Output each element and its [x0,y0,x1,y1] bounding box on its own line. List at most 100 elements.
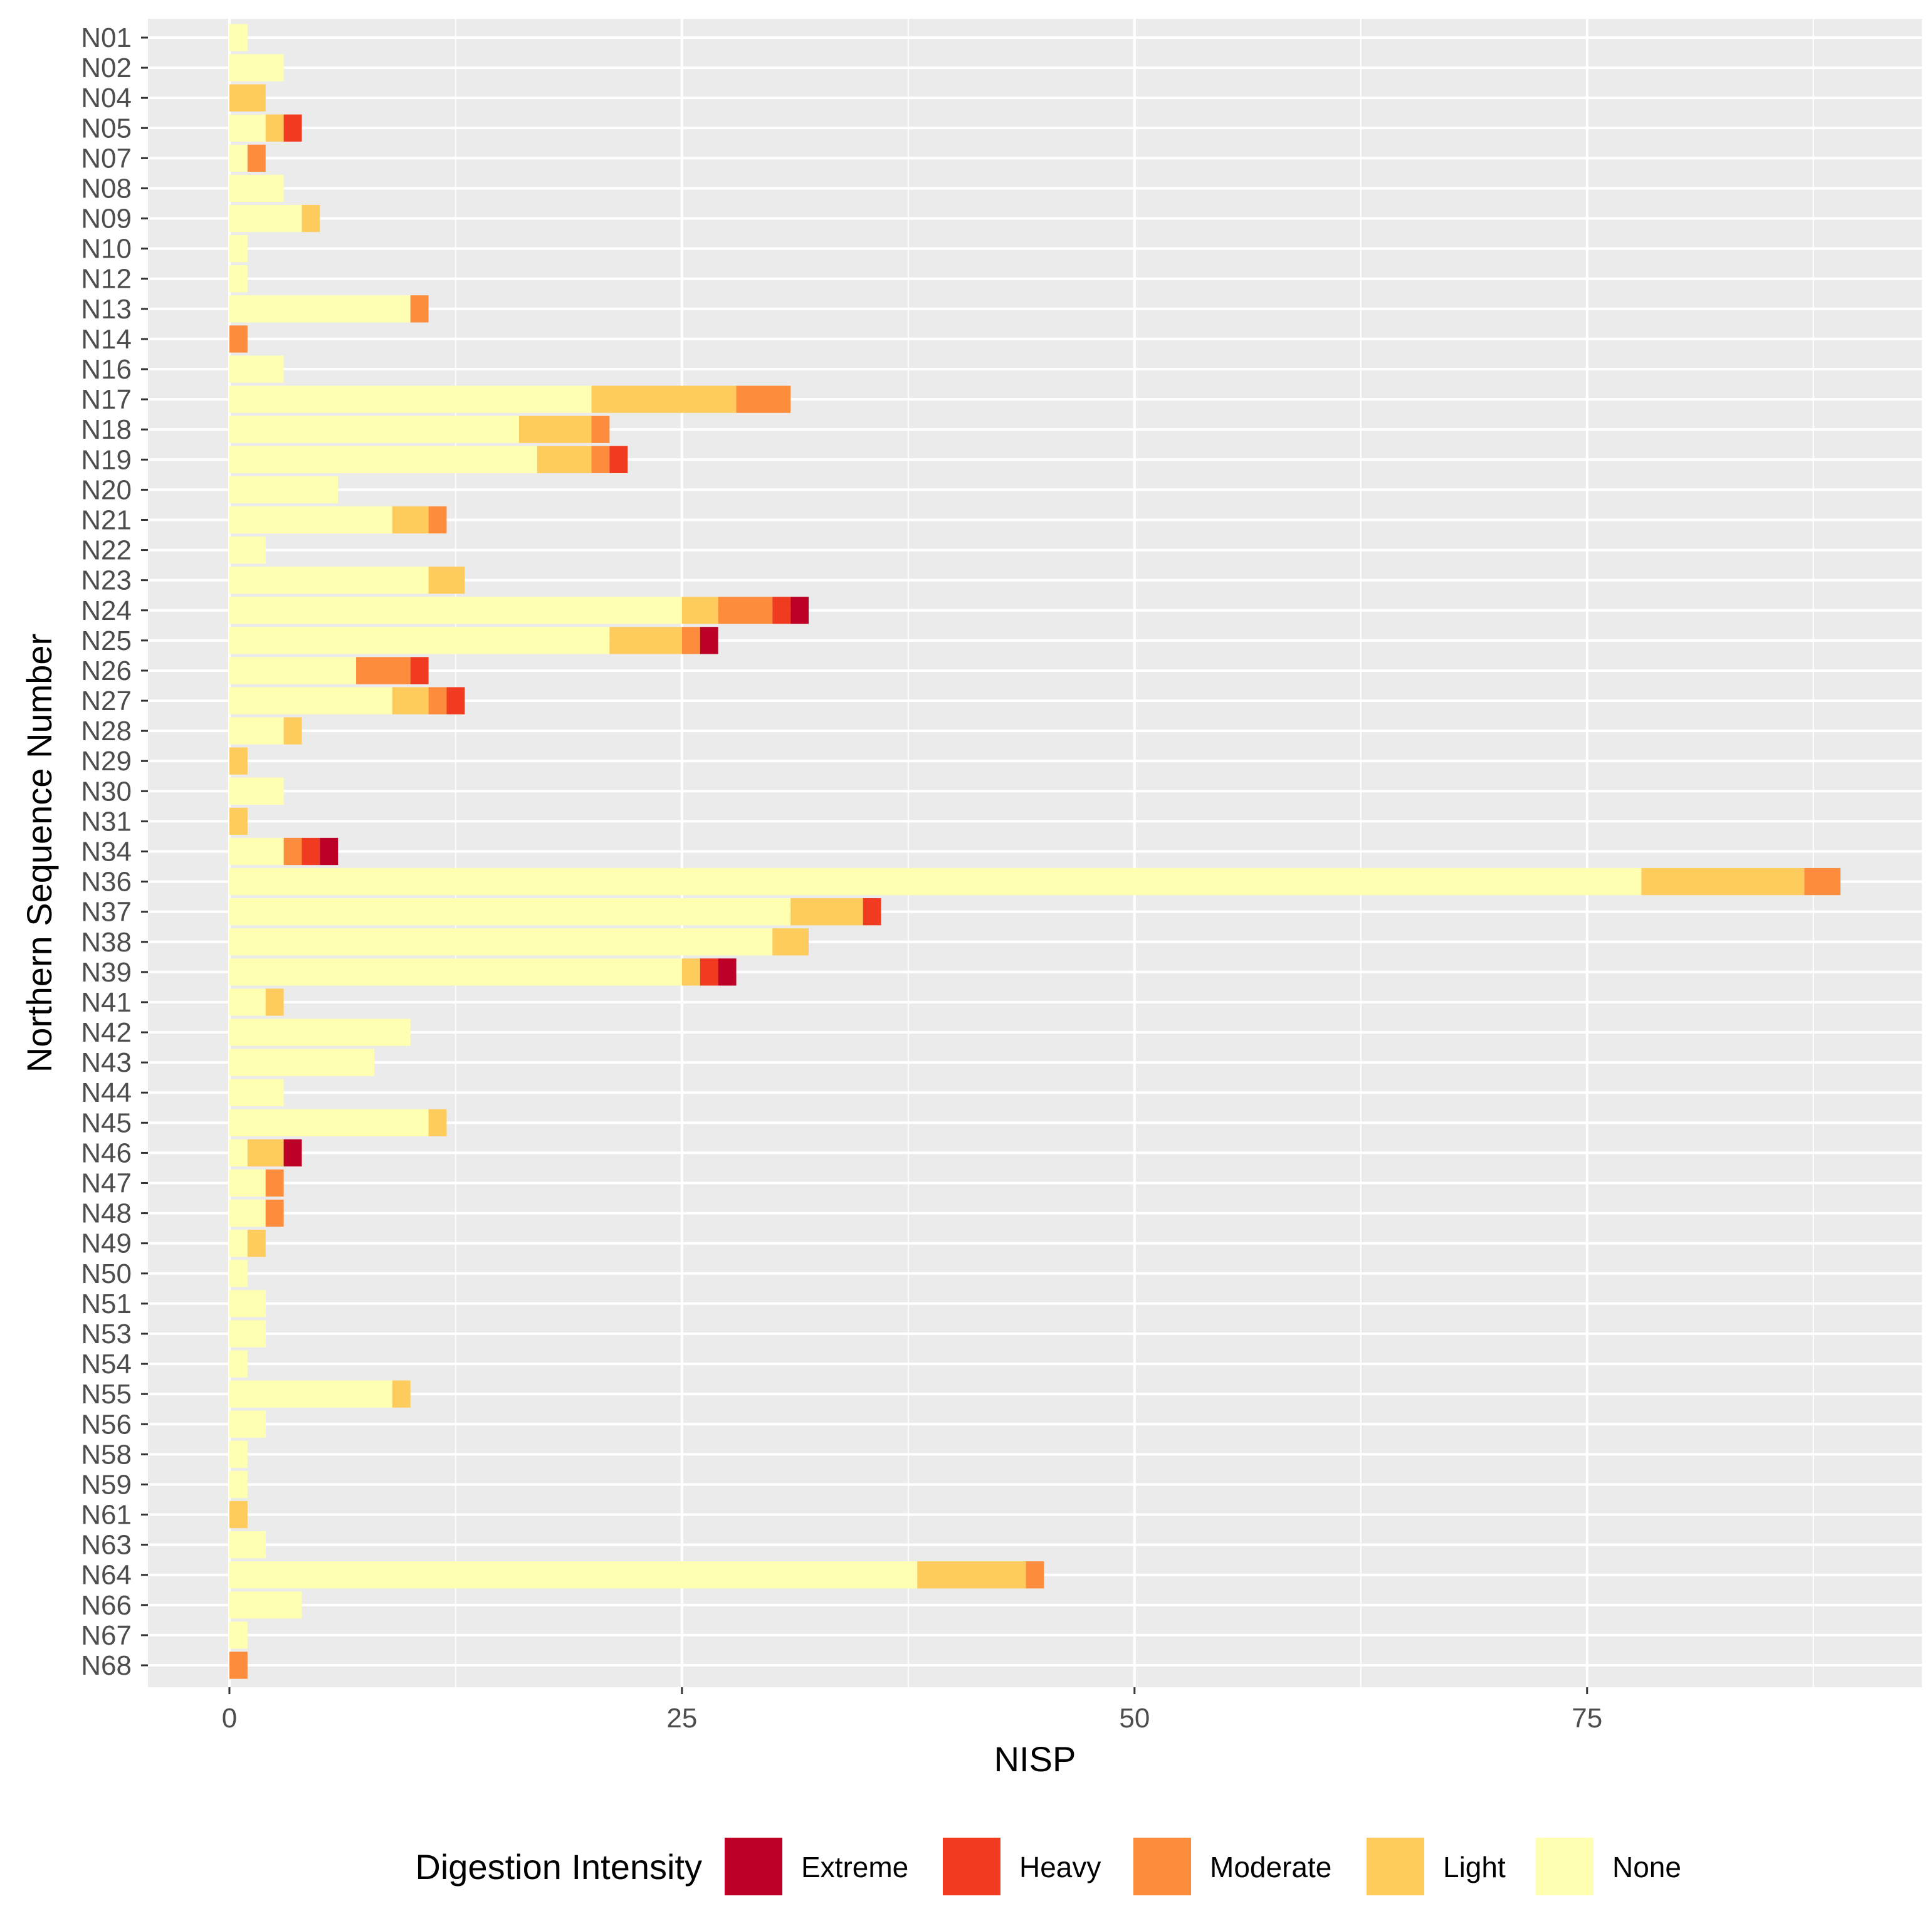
y-tick-label: N44 [81,1077,132,1108]
bar-segment-none [229,1531,266,1559]
bar-segment-moderate [681,627,700,654]
bar-segment-light [772,928,809,956]
bar-segment-none [229,1079,284,1106]
bar-segment-light [302,204,320,233]
bar-segment-none [229,265,248,293]
bar-segment-none [229,1470,248,1499]
y-tick-label: N55 [81,1379,132,1410]
bar-segment-light [428,1109,447,1136]
bar-segment-heavy [302,837,320,866]
bar-segment-none [229,54,284,81]
legend-label-light: Light [1443,1851,1506,1883]
bar-segment-light [265,114,284,142]
bar-segment-none [229,1139,248,1167]
y-tick-label: N18 [81,414,132,445]
bar-segment-none [229,1320,266,1348]
y-tick-label: N02 [81,53,132,83]
bar-segment-none [229,295,411,323]
bar-segment-none [229,1621,248,1649]
y-tick-label: N68 [81,1650,132,1681]
bar-segment-light [1641,867,1805,896]
y-tick-label: N14 [81,324,132,355]
bar-segment-none [229,567,429,594]
legend-label-none: None [1612,1851,1681,1883]
y-tick-label: N34 [81,837,132,867]
bar-segment-light [681,597,718,624]
bar-segment-none [229,385,592,413]
y-tick-label: N13 [81,294,132,325]
y-tick-label: N47 [81,1168,132,1199]
y-tick-label: N21 [81,505,132,535]
bar-segment-none [229,1350,248,1378]
bar-segment-light [247,1230,266,1257]
bar-segment-heavy [446,687,465,715]
bar-segment-none [229,204,302,233]
y-tick-label: N12 [81,264,132,295]
y-tick-label: N37 [81,897,132,928]
bar-segment-light [428,567,465,594]
bar-segment-extreme [718,958,737,986]
y-tick-label: N61 [81,1500,132,1531]
bar-segment-none [229,416,519,443]
y-tick-label: N41 [81,987,132,1018]
x-tick-label: 75 [1572,1703,1602,1734]
legend-label-extreme: Extreme [801,1851,908,1883]
y-tick-label: N54 [81,1349,132,1380]
y-tick-label: N43 [81,1047,132,1078]
y-tick-label: N51 [81,1289,132,1319]
bar-segment-none [229,174,284,202]
bar-segment-light [591,385,737,413]
bar-segment-none [229,627,610,654]
y-tick-label: N25 [81,626,132,656]
y-tick-label: N59 [81,1469,132,1500]
bar-segment-none [229,1440,248,1468]
legend-key-moderate [1133,1838,1191,1895]
grid-lines [148,19,1922,1687]
y-tick-label: N17 [81,384,132,415]
bar-segment-none [229,1290,266,1317]
bar-segment-heavy [410,657,429,684]
y-tick-label: N08 [81,173,132,204]
y-tick-label: N46 [81,1138,132,1168]
bar-segment-moderate [283,837,302,866]
bar-segment-none [229,717,284,745]
y-tick-label: N30 [81,776,132,807]
bar-segment-none [229,867,1642,896]
y-tick-label: N66 [81,1590,132,1621]
bar-segment-light [247,1139,284,1167]
bar-segment-heavy [700,958,718,986]
legend-key-light [1367,1838,1424,1895]
legend: Digestion Intensity Extreme Heavy Moderate… [415,1838,1681,1895]
y-tick-label: N19 [81,444,132,475]
bar-segment-heavy [283,114,302,142]
bar-segment-light [518,416,592,443]
bar-segment-none [229,1410,266,1438]
bar-segment-moderate [428,506,447,534]
bar-segment-moderate [591,446,610,473]
bar-segment-moderate [265,1169,284,1197]
bar-segment-heavy [863,898,881,926]
bar-segment-none [229,24,248,51]
bar-segment-extreme [283,1139,302,1167]
y-tick-label: N31 [81,806,132,837]
bar-segment-light [229,1500,248,1529]
y-tick-label: N58 [81,1439,132,1470]
bar-segment-none [229,687,392,715]
y-tick-label: N16 [81,354,132,385]
y-tick-label: N28 [81,716,132,746]
y-tick-label: N64 [81,1560,132,1591]
bar-segment-moderate [410,295,429,323]
bar-segment-none [229,536,266,564]
y-tick-label: N07 [81,143,132,174]
bar-segment-extreme [320,837,339,866]
y-tick-label: N27 [81,686,132,716]
y-axis-title: Northern Sequence Number [19,634,59,1072]
bar-segment-light [392,506,429,534]
legend-key-none [1536,1838,1593,1895]
y-axis: N01N02N04N05N07N08N09N10N12N13N14N16N17N… [81,23,148,1681]
y-tick-label: N29 [81,746,132,777]
y-tick-label: N39 [81,957,132,988]
bar-segment-moderate [229,325,248,353]
